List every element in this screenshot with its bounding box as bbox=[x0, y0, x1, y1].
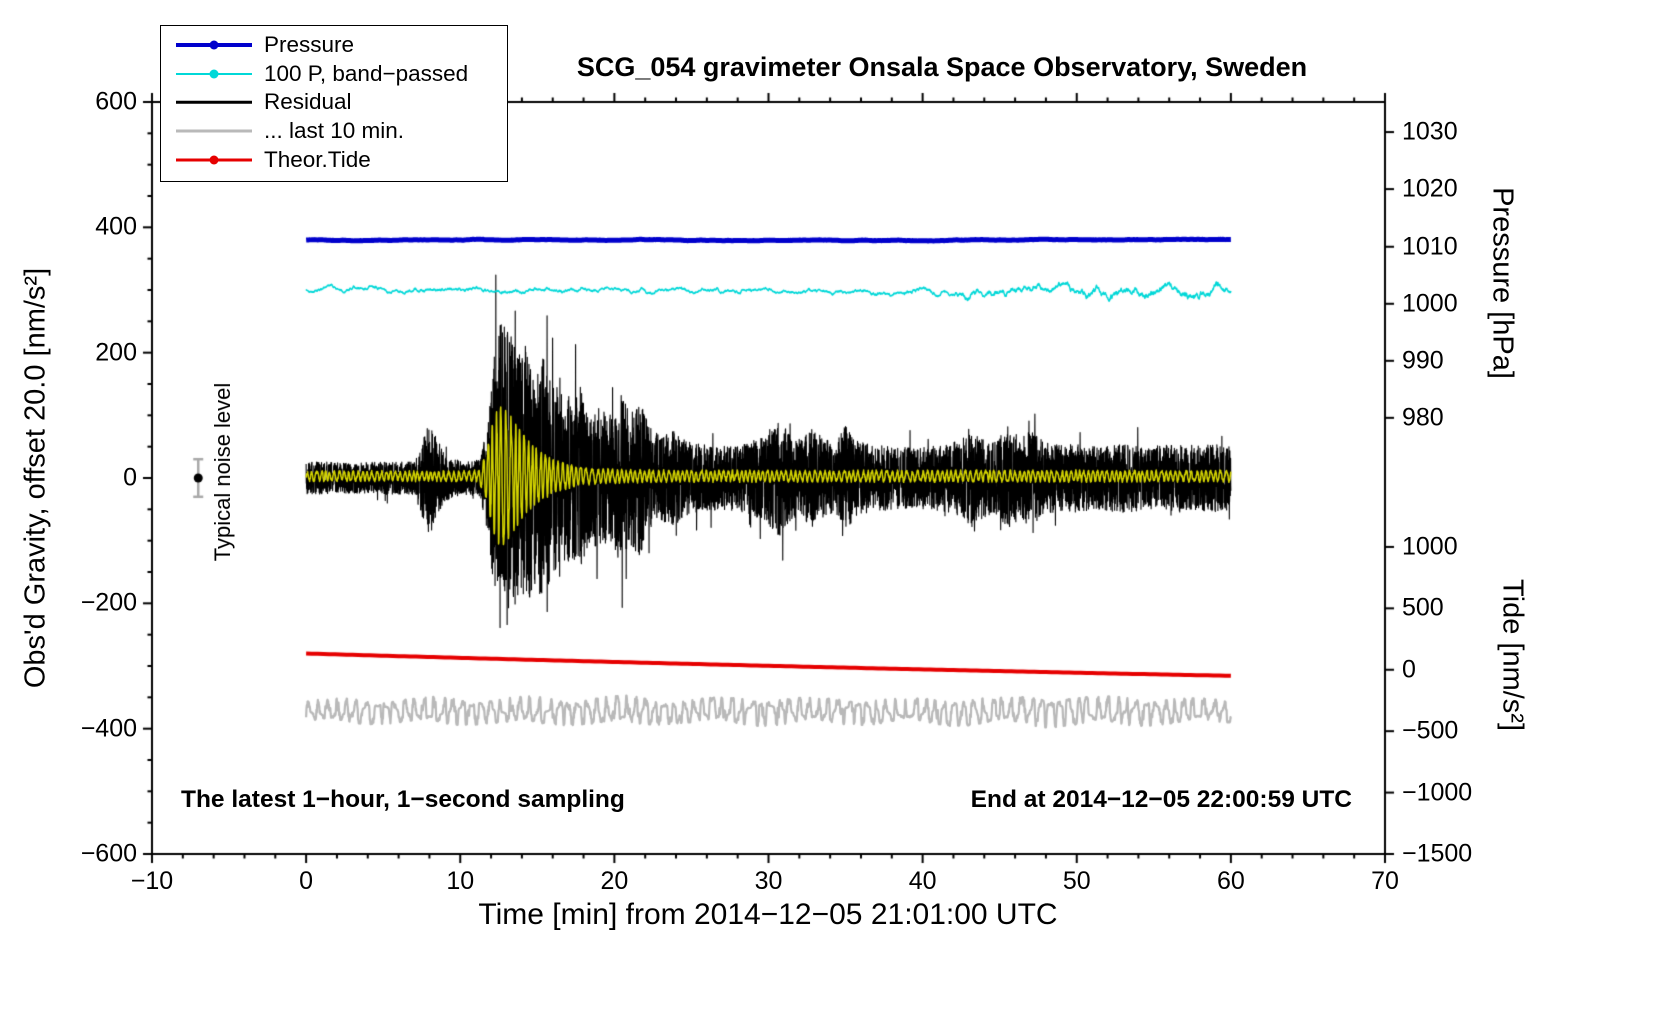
tide-tick-label: 1000 bbox=[1402, 532, 1458, 561]
x-tick-label: 70 bbox=[1371, 867, 1399, 895]
gravity-tick-label: −200 bbox=[80, 588, 137, 617]
pressure-tick-label: 1030 bbox=[1402, 117, 1458, 146]
legend-item-last10min: ... last 10 min. bbox=[176, 117, 507, 146]
x-tick-label: 30 bbox=[754, 867, 783, 895]
pressure-tick-label: 980 bbox=[1402, 403, 1444, 432]
x-tick-label: −10 bbox=[130, 867, 174, 895]
end-time-note: End at 2014−12−05 22:00:59 UTC bbox=[970, 786, 1352, 813]
pressure-tick-label: 1000 bbox=[1402, 289, 1458, 318]
legend-label: ... last 10 min. bbox=[264, 118, 405, 144]
x-tick-label: 50 bbox=[1062, 867, 1091, 895]
gravity-tick-label: 400 bbox=[95, 212, 137, 241]
gravity-tick-label: −400 bbox=[80, 714, 137, 743]
legend-item-bandpassed-pressure: 100 P, band−passed bbox=[176, 60, 507, 89]
sampling-note: The latest 1−hour, 1−second sampling bbox=[181, 786, 625, 813]
x-tick-label: 60 bbox=[1216, 867, 1245, 895]
theor-tide-line-swatch-icon bbox=[176, 150, 252, 170]
tide-tick-label: −1500 bbox=[1402, 839, 1473, 868]
tide-tick-label: 500 bbox=[1402, 593, 1444, 622]
x-axis-label: Time [min] from 2014−12−05 21:01:00 UTC bbox=[478, 898, 1058, 931]
y-axis-label-pressure: Pressure [hPa] bbox=[1486, 187, 1519, 379]
noise-level-label: Typical noise level bbox=[210, 382, 235, 562]
pressure-tick-label: 990 bbox=[1402, 346, 1444, 375]
y-axis-label-tide: Tide [nm/s²] bbox=[1496, 578, 1529, 732]
y-axis-label-gravity: Obs'd Gravity, offset 20.0 [nm/s²] bbox=[19, 267, 52, 689]
legend-label: Pressure bbox=[264, 32, 355, 58]
chart-title: SCG_054 gravimeter Onsala Space Observat… bbox=[576, 52, 1308, 82]
gravity-tick-label: 200 bbox=[95, 338, 137, 367]
bandpassed-line-swatch-icon bbox=[176, 64, 252, 84]
gravity-tick-label: 0 bbox=[123, 463, 137, 492]
gravity-tick-label: 600 bbox=[95, 87, 137, 116]
pressure-tick-label: 1010 bbox=[1402, 232, 1458, 261]
legend-item-residual: Residual bbox=[176, 88, 507, 117]
legend-item-theor-tide: Theor.Tide bbox=[176, 145, 507, 174]
gravity-tick-label: −600 bbox=[80, 839, 137, 868]
pressure-line-swatch-icon bbox=[176, 35, 252, 55]
last10min-line-swatch-icon bbox=[176, 121, 252, 141]
pressure-tick-label: 1020 bbox=[1402, 174, 1458, 203]
legend-label: Residual bbox=[264, 89, 352, 115]
x-tick-label: 40 bbox=[908, 867, 937, 895]
legend-label: 100 P, band−passed bbox=[264, 60, 469, 86]
tide-tick-label: −500 bbox=[1402, 716, 1459, 745]
x-tick-label: 0 bbox=[299, 867, 314, 895]
legend: Pressure 100 P, band−passed Residual ...… bbox=[160, 25, 508, 182]
legend-label: Theor.Tide bbox=[264, 146, 371, 172]
tide-tick-label: 0 bbox=[1402, 655, 1416, 684]
x-tick-label: 20 bbox=[600, 867, 629, 895]
tide-tick-label: −1000 bbox=[1402, 778, 1473, 807]
x-tick-label: 10 bbox=[446, 867, 475, 895]
residual-line-swatch-icon bbox=[176, 92, 252, 112]
legend-item-pressure: Pressure bbox=[176, 31, 507, 60]
